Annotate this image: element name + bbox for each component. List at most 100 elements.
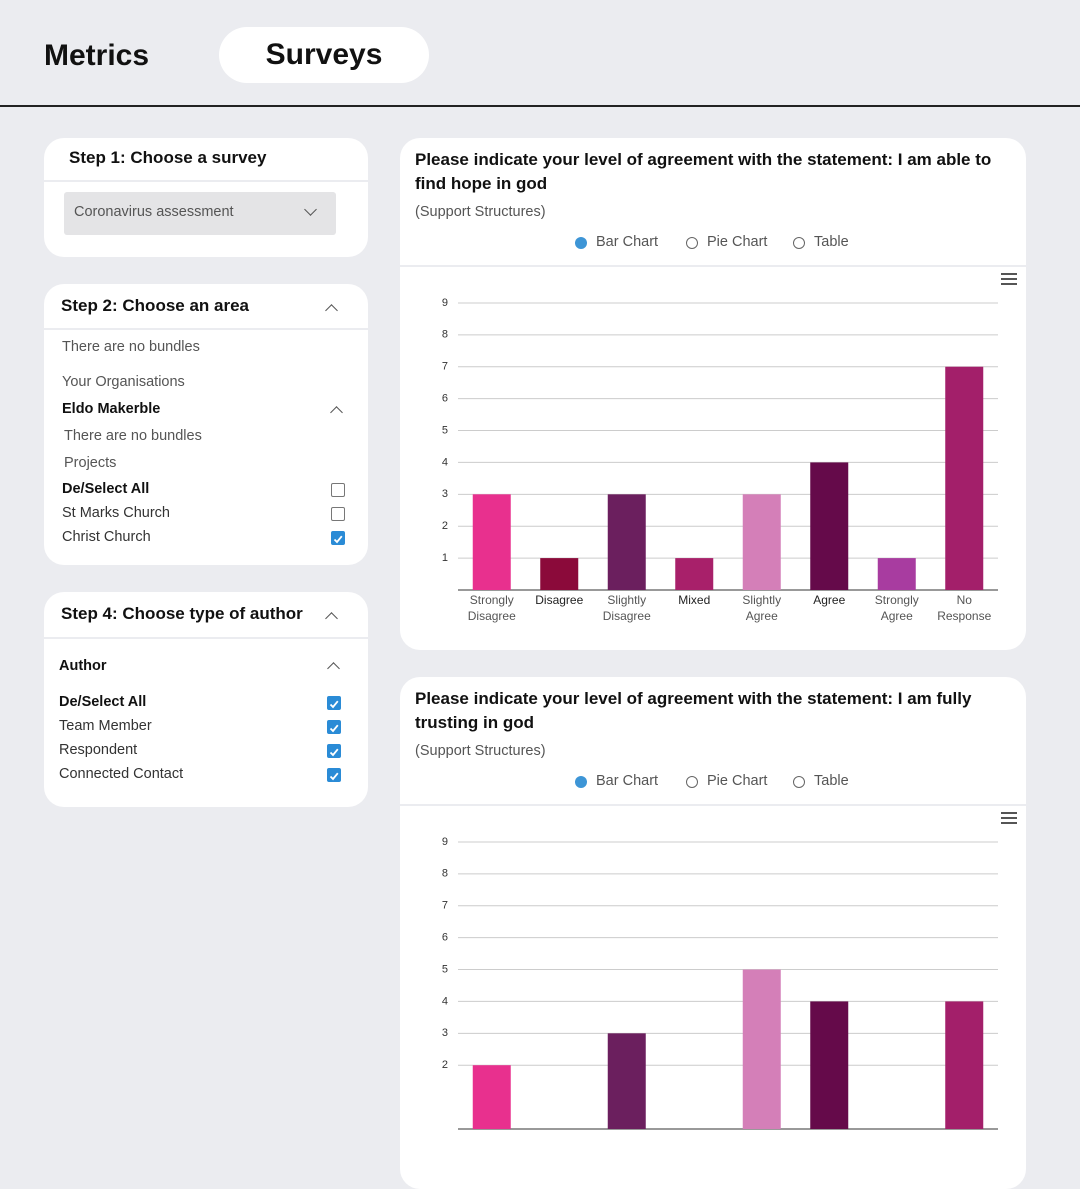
chart-title: Please indicate your level of agreement … <box>415 150 992 193</box>
checkbox-label: De/Select All <box>59 694 147 710</box>
bar-chart: 1 2 3 4 5 6 7 8 9 <box>442 297 998 591</box>
bar <box>472 1065 511 1129</box>
x-tick-label: No Response <box>937 593 992 623</box>
x-tick-label: Agree <box>813 593 846 607</box>
y-tick-label: 9 <box>442 297 448 309</box>
tab[interactable]: Surveys <box>219 27 429 83</box>
tab[interactable]: Metrics <box>44 39 150 72</box>
survey-select[interactable]: Coronavirus assessment <box>64 192 336 235</box>
y-tick-label: 4 <box>442 995 448 1007</box>
radio[interactable] <box>793 776 805 788</box>
divider <box>44 637 368 639</box>
radio[interactable] <box>686 776 698 788</box>
bar <box>742 969 781 1129</box>
checkbox[interactable] <box>327 720 341 734</box>
chevron <box>304 203 317 216</box>
info-text: There are no bundles <box>62 339 200 355</box>
divider <box>400 265 1026 267</box>
x-tick-label: Strongly Disagree <box>467 593 516 623</box>
radio[interactable] <box>793 237 805 249</box>
checkbox-label: St Marks Church <box>62 505 170 521</box>
radio[interactable] <box>575 237 587 249</box>
bar <box>945 366 984 590</box>
organisation[interactable]: Eldo Makerble <box>62 401 161 417</box>
x-tick-label: Slightly Agree <box>742 593 782 623</box>
divider <box>44 328 368 330</box>
step1-card: Step 1: Choose a survey Coronavirus asse… <box>44 138 368 257</box>
divider <box>44 180 368 182</box>
y-tick-label: 6 <box>442 932 448 944</box>
radio-label[interactable]: Table <box>814 773 849 789</box>
checkbox[interactable] <box>327 744 341 758</box>
y-tick-label: 2 <box>442 1059 448 1071</box>
checkbox[interactable] <box>331 483 345 497</box>
step4-card: Step 4: Choose type of author Author De/… <box>44 592 368 807</box>
chevron[interactable] <box>325 304 338 317</box>
y-tick-label: 9 <box>442 836 448 848</box>
checkbox[interactable] <box>331 507 345 521</box>
y-tick-label: 7 <box>442 900 448 912</box>
y-tick-label: 3 <box>442 1027 448 1039</box>
radio-label[interactable]: Table <box>814 234 849 250</box>
radio[interactable] <box>686 237 698 249</box>
section-label: Projects <box>64 455 117 471</box>
group-label: Author <box>59 658 107 674</box>
bar-chart: 2 3 4 5 6 7 8 9 <box>442 836 998 1130</box>
section-label: Your Organisations <box>62 374 185 390</box>
radio-label[interactable]: Bar Chart <box>596 234 659 250</box>
y-tick-label: 2 <box>442 520 448 532</box>
select-value: Coronavirus assessment <box>74 204 234 220</box>
check-icon <box>329 724 339 733</box>
bar <box>810 462 849 590</box>
y-tick-label: 4 <box>442 456 448 468</box>
header: Metrics Surveys <box>0 0 1080 107</box>
card-title: Step 1: Choose a survey <box>69 148 267 167</box>
check-icon <box>333 535 343 544</box>
radio-label[interactable]: Bar Chart <box>596 773 659 789</box>
chart-title: Please indicate your level of agreement … <box>415 689 972 732</box>
step2-card: Step 2: Choose an area There are no bund… <box>44 284 368 565</box>
bar <box>945 1001 984 1129</box>
chevron[interactable] <box>325 612 338 625</box>
checkbox[interactable] <box>327 768 341 782</box>
radio-label[interactable]: Pie Chart <box>707 773 768 789</box>
x-tick-label: Mixed <box>678 593 711 607</box>
y-tick-label: 5 <box>442 963 448 975</box>
x-tick-label: Slightly Disagree <box>602 593 651 623</box>
bar <box>472 494 511 590</box>
bar <box>607 494 646 590</box>
chart-subtitle: (Support Structures) <box>415 204 546 220</box>
chart-panel: Please indicate your level of agreement … <box>400 677 1026 1189</box>
bar <box>540 558 579 590</box>
bar <box>810 1001 849 1129</box>
radio-label[interactable]: Pie Chart <box>707 234 768 250</box>
y-tick-label: 7 <box>442 361 448 373</box>
menu-icon[interactable] <box>1001 812 1017 824</box>
bar <box>877 558 916 590</box>
x-tick-label: Disagree <box>535 593 584 607</box>
chart-panel: Please indicate your level of agreement … <box>400 138 1026 650</box>
chart-subtitle: (Support Structures) <box>415 743 546 759</box>
chevron[interactable] <box>327 662 340 675</box>
y-tick-label: 5 <box>442 424 448 436</box>
y-tick-label: 6 <box>442 393 448 405</box>
y-tick-label: 8 <box>442 329 448 341</box>
bar <box>675 558 714 590</box>
chevron[interactable] <box>330 406 343 419</box>
menu-icon[interactable] <box>1001 273 1017 285</box>
checkbox[interactable] <box>327 696 341 710</box>
checkbox-label: Christ Church <box>62 529 151 545</box>
card-title: Step 4: Choose type of author <box>61 604 303 623</box>
bar <box>742 494 781 590</box>
checkbox-label: Respondent <box>59 742 138 758</box>
info-text: There are no bundles <box>64 428 202 444</box>
y-tick-label: 3 <box>442 488 448 500</box>
checkbox[interactable] <box>331 531 345 545</box>
radio[interactable] <box>575 776 587 788</box>
card-title: Step 2: Choose an area <box>61 296 250 315</box>
checkbox-label: Connected Contact <box>59 766 184 782</box>
y-tick-label: 1 <box>442 552 448 564</box>
checkbox-label: De/Select All <box>62 481 150 497</box>
